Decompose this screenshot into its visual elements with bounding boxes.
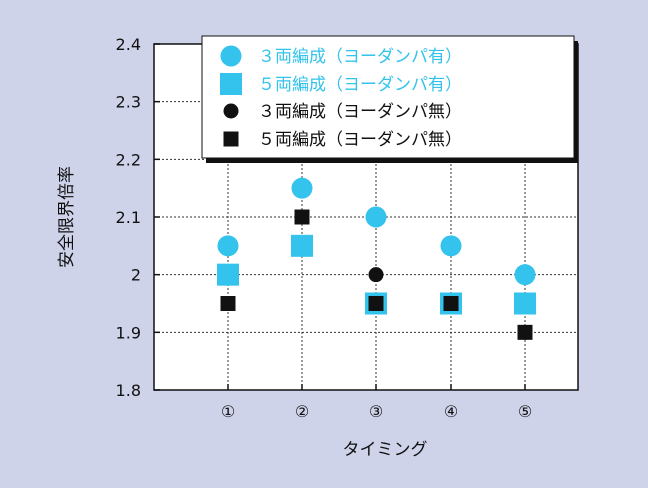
y-tick-labels: 1.8 1.9 2 2.1 2.2 2.3 2.4 bbox=[116, 35, 141, 400]
y-tick-label: 2.4 bbox=[116, 35, 141, 54]
data-point bbox=[365, 206, 387, 228]
data-point bbox=[294, 209, 310, 225]
data-marks bbox=[217, 177, 536, 340]
y-tick-label: 2.1 bbox=[116, 208, 141, 227]
data-point bbox=[514, 264, 536, 286]
legend-label: ３両編成（ヨーダンパ無） bbox=[258, 102, 462, 122]
legend: ３両編成（ヨーダンパ有） ５両編成（ヨーダンパ有） ３両編成（ヨーダンパ無） ５両編成… bbox=[201, 35, 578, 163]
legend-marker bbox=[220, 73, 242, 95]
data-point bbox=[368, 296, 384, 311]
data-point bbox=[443, 296, 459, 311]
data-point bbox=[291, 234, 313, 257]
x-tick-labels: ① ② ③ ④ ⑤ bbox=[221, 402, 532, 421]
x-tick-label: ④ bbox=[444, 402, 458, 421]
y-axis-label: 安全限界倍率 bbox=[57, 166, 77, 268]
legend-label: ５両編成（ヨーダンパ無） bbox=[258, 130, 462, 150]
y-tick-label: 2.2 bbox=[116, 150, 141, 169]
y-tick-label: 2 bbox=[131, 266, 141, 285]
x-tick-label: ② bbox=[295, 402, 309, 421]
data-point bbox=[217, 235, 239, 257]
data-point bbox=[514, 292, 536, 315]
x-tick-label: ① bbox=[221, 402, 235, 421]
legend-label: ５両編成（ヨーダンパ有） bbox=[258, 75, 462, 95]
legend-marker bbox=[223, 103, 239, 119]
x-axis-label: タイミング bbox=[343, 440, 428, 460]
y-tick-label: 2.3 bbox=[116, 93, 141, 112]
legend-marker bbox=[223, 131, 239, 147]
data-point bbox=[440, 235, 462, 257]
y-tick-label: 1.8 bbox=[116, 381, 141, 400]
data-point bbox=[517, 324, 533, 340]
legend-label: ３両編成（ヨーダンパ有） bbox=[258, 47, 462, 67]
data-point bbox=[291, 177, 313, 199]
legend-marker bbox=[220, 45, 242, 67]
y-tick-label: 1.9 bbox=[116, 323, 141, 342]
data-point bbox=[368, 267, 384, 283]
data-point bbox=[217, 263, 239, 286]
legend-box bbox=[201, 35, 575, 159]
x-tick-label: ③ bbox=[369, 402, 383, 421]
x-tick-label: ⑤ bbox=[518, 402, 532, 421]
data-point bbox=[220, 296, 236, 311]
